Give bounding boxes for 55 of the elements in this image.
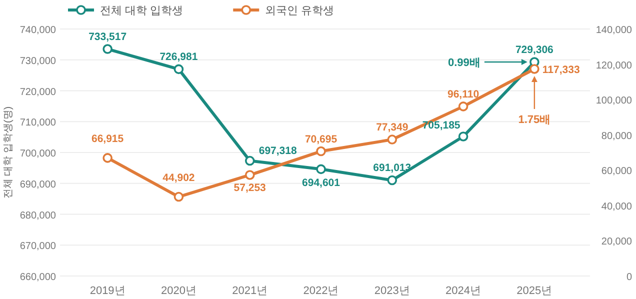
data-label: 96,110 [448, 88, 480, 100]
point [458, 102, 468, 112]
x-tick-label: 2019년 [90, 285, 126, 297]
point [244, 170, 255, 180]
y2-tick-label: 0 [626, 272, 632, 283]
y-tick-label: 730,000 [20, 56, 56, 67]
y-tick-label: 710,000 [20, 118, 56, 129]
data-label: 57,253 [234, 182, 266, 194]
point [102, 153, 112, 163]
point [316, 146, 326, 156]
y2-tick-label: 60,000 [601, 166, 632, 178]
point [174, 192, 184, 202]
legend-label: 외국인 유학생 [265, 5, 334, 17]
y-tick-label: 660,000 [20, 272, 56, 283]
data-label: 77,349 [376, 122, 408, 134]
annotation: 0.99배 [448, 57, 480, 70]
y2-tick-label: 40,000 [601, 201, 632, 212]
data-label: 117,333 [542, 64, 580, 76]
data-label: 705,185 [422, 119, 460, 132]
data-label: 70,695 [304, 133, 338, 146]
y-axis-title: 전체 대학 입학생(명) [3, 106, 14, 199]
point [387, 134, 398, 144]
data-label: 694,601 [302, 177, 340, 190]
data-label: 697,318 [258, 144, 297, 157]
point [530, 64, 540, 74]
data-label: 44,902 [162, 172, 195, 184]
data-label: 726,981 [160, 51, 198, 64]
data-label: 733,517 [88, 31, 127, 44]
x-tick-label: 2020년 [160, 285, 196, 297]
y-tick-label: 670,000 [20, 241, 56, 252]
x-tick-label: 2024년 [446, 285, 482, 297]
point [458, 132, 468, 142]
point [102, 44, 112, 54]
legend-label: 전체 대학 입학생 [100, 5, 184, 17]
x-tick-label: 2025년 [516, 285, 552, 297]
annotation: 1.75배 [518, 114, 551, 126]
y2-tick-label: 20,000 [601, 236, 632, 248]
point [244, 156, 255, 166]
y2-tick-label: 120,000 [596, 60, 632, 72]
y2-tick-label: 100,000 [596, 96, 632, 107]
point [174, 64, 184, 74]
point [387, 175, 398, 186]
data-label: 66,915 [92, 132, 124, 145]
y-tick-label: 680,000 [20, 210, 56, 222]
y-tick-label: 720,000 [20, 86, 56, 98]
data-label: 729,306 [515, 44, 554, 56]
x-tick-label: 2022년 [303, 285, 339, 297]
y-tick-label: 700,000 [20, 148, 56, 160]
x-tick-label: 2023년 [374, 285, 410, 297]
y2-tick-label: 80,000 [601, 130, 632, 142]
y-tick-label: 690,000 [20, 179, 56, 190]
x-tick-label: 2021년 [232, 285, 268, 297]
point [316, 164, 326, 174]
y-tick-label: 740,000 [20, 25, 56, 36]
y2-tick-label: 140,000 [596, 25, 632, 36]
